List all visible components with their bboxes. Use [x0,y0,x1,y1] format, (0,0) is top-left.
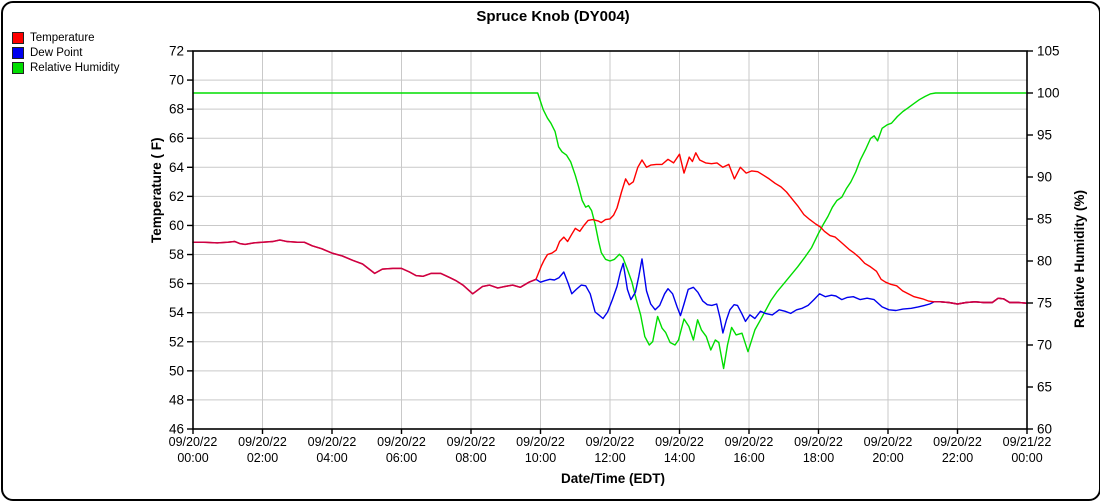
x-axis-date-label: 09/20/22 [586,435,635,449]
right-axis-tick-label: 100 [1037,86,1060,101]
legend-item-temperature: Temperature [12,30,119,45]
dew-point-line [535,258,1028,334]
x-axis-time-label: 02:00 [247,451,278,465]
legend-label: Temperature [30,31,95,44]
x-axis-date-label: 09/20/22 [308,435,357,449]
x-axis-time-label: 04:00 [316,451,347,465]
right-axis-tick-label: 90 [1037,170,1052,185]
right-axis-tick-label: 70 [1037,338,1052,353]
temp-dew-overlap-line [192,239,537,295]
left-axis-tick-label: 64 [169,160,185,175]
left-axis-tick-label: 56 [169,276,184,291]
temp-dew-overlap-line [933,297,1028,305]
x-axis-date-label: 09/20/22 [169,435,218,449]
legend-label: Dew Point [30,46,83,59]
page-title: Spruce Knob (DY004) [476,8,630,25]
x-axis-time-label: 08:00 [455,451,486,465]
x-axis-time-label: 10:00 [525,451,556,465]
left-axis-tick-label: 72 [169,44,184,59]
relative-humidity-line [192,92,1028,370]
left-axis-tick-label: 58 [169,247,184,262]
left-axis-tick-label: 50 [169,363,184,378]
x-axis-date-label: 09/20/22 [655,435,704,449]
x-axis-time-label: 20:00 [872,451,903,465]
x-axis-date-label: 09/20/22 [794,435,843,449]
left-axis-tick-label: 60 [169,218,184,233]
x-axis-title: Date/Time (EDT) [560,471,666,486]
x-axis-date-label: 09/20/22 [933,435,982,449]
legend-label: Relative Humidity [30,61,120,74]
x-axis-date-label: 09/20/22 [516,435,565,449]
x-axis-date-label: 09/20/22 [238,435,287,449]
left-axis-tick-label: 46 [169,422,184,437]
right-axis-tick-label: 105 [1037,44,1060,59]
x-axis-time-label: 14:00 [664,451,695,465]
x-axis-time-label: 18:00 [803,451,834,465]
x-axis-date-label: 09/21/22 [1003,435,1052,449]
x-axis-time-label: 00:00 [177,451,208,465]
legend-item-dew-point: Dew Point [12,45,119,60]
right-axis-tick-label: 75 [1037,296,1052,311]
left-axis-tick-label: 54 [169,305,185,320]
x-axis-time-label: 16:00 [733,451,764,465]
right-axis-tick-label: 85 [1037,212,1052,227]
right-axis-tick-label: 60 [1037,422,1052,437]
right-axis-tick-label: 95 [1037,128,1052,143]
x-axis-time-label: 12:00 [594,451,625,465]
right-axis-tick-label: 80 [1037,254,1052,269]
temperature-swatch-icon [12,31,24,44]
right-axis-tick-label: 65 [1037,380,1052,395]
x-axis-date-label: 09/20/22 [725,435,774,449]
dew-point-swatch-icon [12,46,24,59]
left-axis-tick-label: 70 [169,73,184,88]
legend: Temperature Dew Point Relative Humidity [12,30,119,75]
x-axis-time-label: 00:00 [1011,451,1042,465]
x-axis-time-label: 22:00 [942,451,973,465]
x-axis-date-label: 09/20/22 [864,435,913,449]
x-axis-date-label: 09/20/22 [447,435,496,449]
relative-humidity-swatch-icon [12,61,24,74]
left-axis-tick-label: 52 [169,334,184,349]
x-axis-time-label: 06:00 [386,451,417,465]
left-axis-tick-label: 68 [169,102,184,117]
legend-item-relative-humidity: Relative Humidity [12,60,119,75]
left-axis-tick-label: 48 [169,392,184,407]
x-axis-date-label: 09/20/22 [377,435,426,449]
left-axis-tick-label: 62 [169,189,184,204]
left-axis-tick-label: 66 [169,131,184,146]
